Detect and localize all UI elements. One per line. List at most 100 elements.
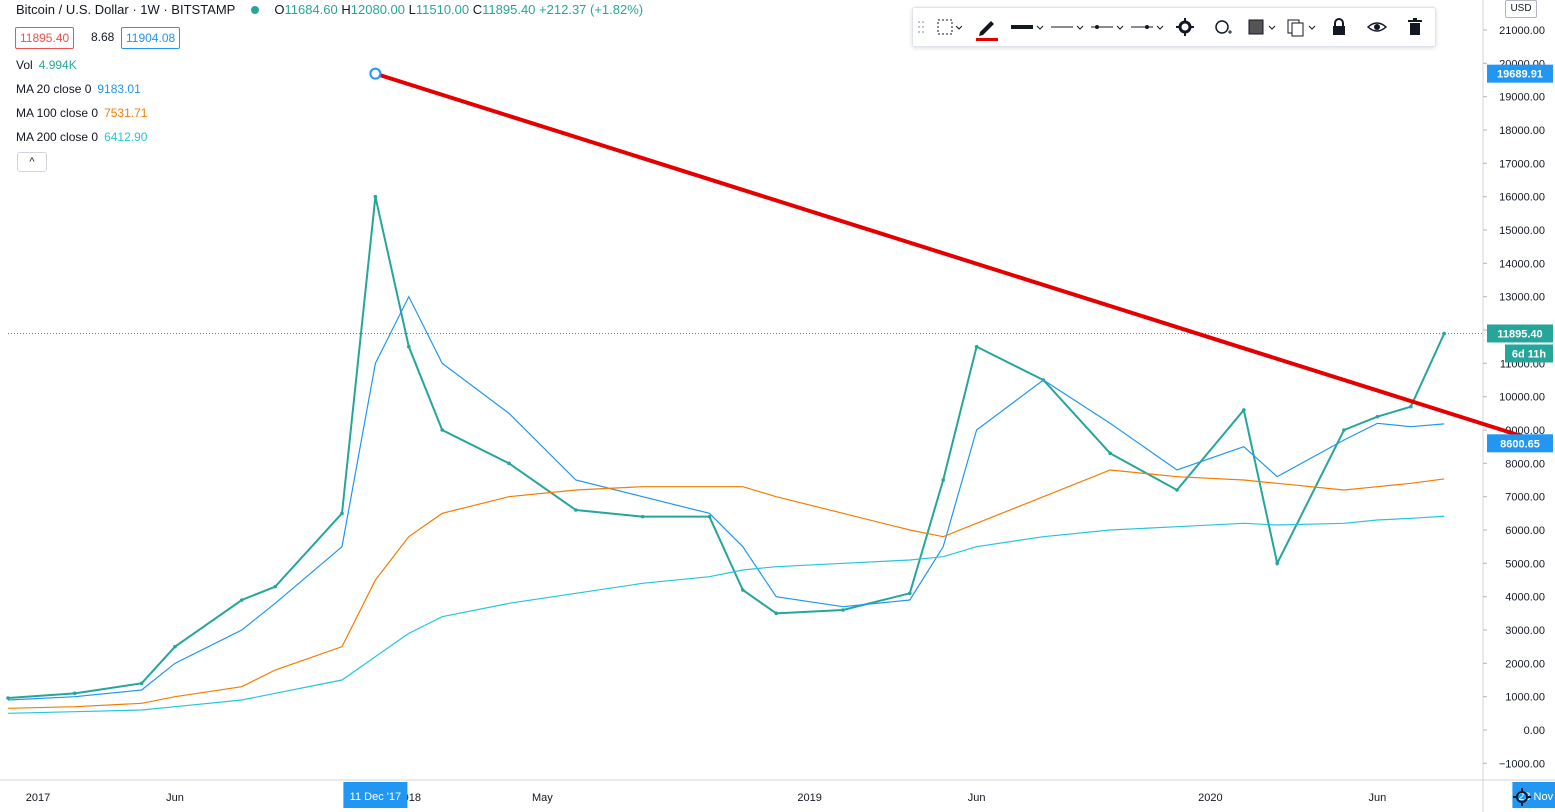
price-point: [1442, 331, 1446, 336]
y-tick-label: 3000.00: [1505, 625, 1545, 637]
price-point: [640, 514, 645, 519]
x-highlight-end: 23 Nov '20: [1518, 791, 1555, 803]
ma100-legend[interactable]: MA 100 close 0 7531.71: [16, 106, 148, 120]
y-tick-label: 17000.00: [1499, 158, 1545, 170]
ma20-line: [7, 295, 1445, 701]
price-point: [1375, 414, 1380, 419]
drawing-toolbar: [912, 7, 1436, 47]
settings-icon[interactable]: [1167, 8, 1203, 46]
price-label-bottom: 8600.65: [1500, 438, 1540, 450]
y-tick-label: 1000.00: [1505, 692, 1545, 704]
line-start-icon[interactable]: [1087, 8, 1127, 46]
price-point: [373, 194, 378, 199]
price-label-current-bg: [1487, 324, 1553, 343]
y-tick-label: 8000.00: [1505, 458, 1545, 470]
price-point: [1275, 561, 1279, 566]
spread-value: 8.68: [91, 30, 115, 44]
symbol-title: Bitcoin / U.S. Dollar · 1W · BITSTAMP: [16, 2, 236, 17]
price-point: [139, 681, 144, 686]
y-tick-label: 19000.00: [1499, 92, 1545, 104]
y-tick-label: 16000.00: [1499, 192, 1545, 204]
ma200-legend[interactable]: MA 200 close 0 6412.90: [16, 130, 148, 144]
countdown-bg: [1505, 344, 1553, 363]
price-point: [440, 428, 445, 432]
y-tick-label: 5000.00: [1505, 558, 1545, 570]
clone-icon[interactable]: [1283, 8, 1323, 46]
y-tick-label: 4000.00: [1505, 592, 1545, 604]
plot-area[interactable]: [8, 0, 1483, 780]
fill-icon[interactable]: [1243, 8, 1283, 46]
ma100-line: [7, 469, 1445, 709]
price-point: [1409, 404, 1413, 409]
sell-price-box[interactable]: 11895.40: [15, 27, 75, 49]
pencil-icon[interactable]: [969, 8, 1003, 46]
price-label-top: 19689.91: [1497, 69, 1543, 81]
y-tick-label: 0.00: [1524, 725, 1545, 737]
x-highlight-end-bg: [1512, 782, 1555, 808]
line-end-icon[interactable]: [1127, 8, 1167, 46]
symbol-legend: Bitcoin / U.S. Dollar · 1W · BITSTAMP O1…: [16, 2, 643, 17]
price-point: [407, 344, 411, 349]
line-thick-icon[interactable]: [1007, 8, 1047, 46]
y-tick-label: 15000.00: [1499, 225, 1545, 237]
x-tick-label: 2020: [1198, 792, 1222, 804]
x-tick-label: Jun: [166, 792, 184, 804]
y-tick-label: 21000.00: [1499, 25, 1545, 37]
price-point: [73, 691, 77, 696]
x-highlight-start-bg: [343, 782, 408, 808]
price-point: [574, 508, 578, 512]
price-point: [707, 514, 712, 519]
y-tick-label: 7000.00: [1505, 492, 1545, 504]
volume-legend[interactable]: Vol 4.994K: [16, 58, 77, 72]
price-label-current: 11895.40: [1497, 328, 1542, 340]
x-tick-label: May: [532, 792, 553, 804]
price-label-bottom-bg: [1487, 434, 1553, 453]
collapse-legend-button[interactable]: ^: [17, 152, 47, 172]
ohlc-values: O11684.60 H12080.00 L11510.00 C11895.40 …: [274, 2, 644, 17]
lock-icon[interactable]: [1321, 8, 1357, 46]
x-tick-label: Jun: [968, 792, 986, 804]
y-tick-label: 18000.00: [1499, 125, 1545, 137]
drag-handle-icon[interactable]: [915, 8, 927, 46]
trash-icon[interactable]: [1397, 8, 1433, 46]
price-point: [741, 588, 745, 592]
select-template-icon[interactable]: [931, 8, 965, 46]
price-point: [774, 611, 778, 616]
price-point: [1342, 428, 1346, 432]
line-style-icon[interactable]: [1047, 8, 1087, 46]
trendline[interactable]: [374, 71, 1546, 446]
price-point: [1175, 488, 1179, 492]
y-tick-label: −1000.00: [1499, 758, 1545, 770]
price-point: [240, 598, 244, 602]
price-point: [1242, 408, 1246, 412]
currency-button[interactable]: USD: [1505, 0, 1537, 18]
price-point: [507, 461, 511, 466]
price-point: [340, 511, 344, 516]
alert-icon[interactable]: [1205, 8, 1241, 46]
x-tick-label: 2019: [797, 792, 821, 804]
price-label-top-bg: [1487, 64, 1553, 83]
price-point: [173, 644, 177, 649]
trendline-start-handle[interactable]: [369, 67, 382, 80]
price-point: [908, 591, 912, 596]
price-point: [941, 478, 945, 482]
price-point: [1108, 451, 1112, 456]
chart-settings-icon[interactable]: [1512, 787, 1532, 807]
ma200-line: [7, 515, 1445, 714]
price-point: [6, 696, 10, 700]
x-tick-label: 2017: [26, 792, 50, 804]
price-point: [841, 608, 845, 612]
y-tick-label: 6000.00: [1505, 525, 1545, 537]
y-tick-label: 10000.00: [1499, 392, 1545, 404]
buy-price-box[interactable]: 11904.08: [121, 27, 181, 49]
price-point: [273, 584, 278, 589]
eye-icon[interactable]: [1359, 8, 1395, 46]
x-highlight-start: 11 Dec '17: [350, 791, 401, 803]
price-point: [974, 344, 979, 349]
y-tick-label: 13000.00: [1499, 292, 1545, 304]
y-tick-label: 2000.00: [1505, 658, 1545, 670]
x-tick-label: Jun: [1369, 792, 1387, 804]
ma20-legend[interactable]: MA 20 close 0 9183.01: [16, 82, 141, 96]
y-tick-label: 14000.00: [1499, 258, 1545, 270]
